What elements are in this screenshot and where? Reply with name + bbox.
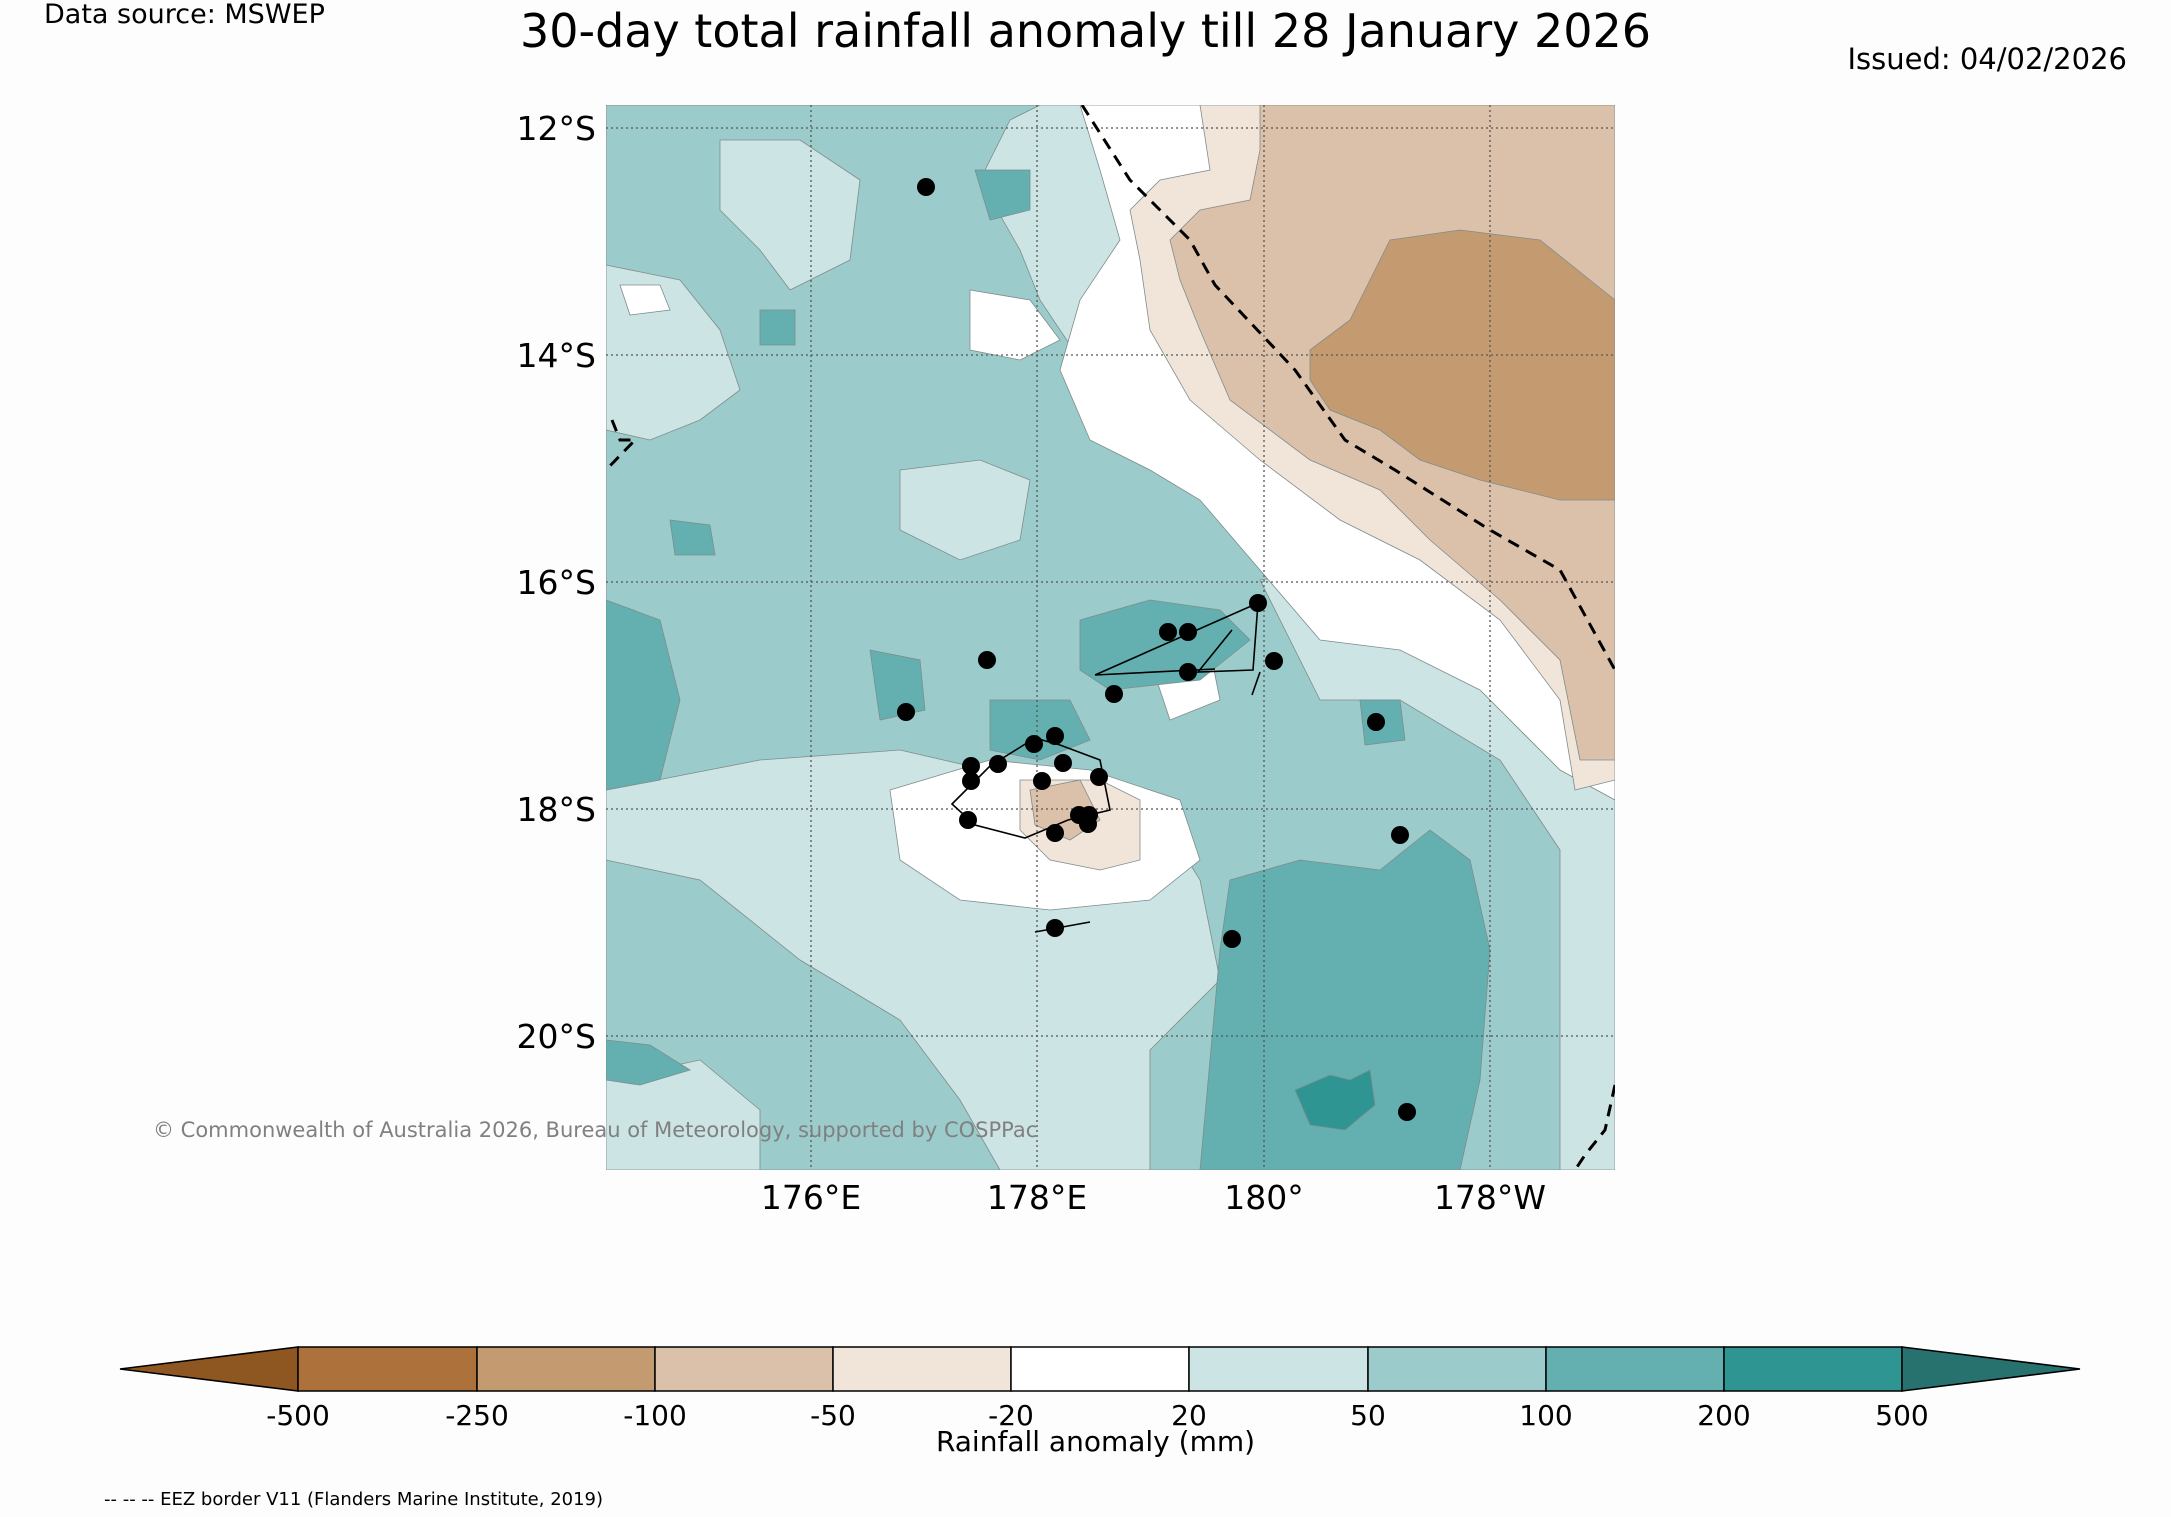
region-teal-westcenter: [989, 699, 1091, 761]
station-dot: [1223, 930, 1241, 948]
station-dot: [959, 811, 977, 829]
station-dot: [1391, 826, 1409, 844]
lon-label-178w: 178°W: [1434, 1178, 1546, 1217]
lon-label-176e: 176°E: [761, 1178, 861, 1217]
eez-border: [606, 105, 1615, 1170]
station-dot: [989, 755, 1007, 773]
station-dot: [1367, 713, 1385, 731]
region-light-southwest: [606, 1059, 761, 1170]
eez-footnote: -- -- -- EEZ border V11 (Flanders Marine…: [104, 1489, 604, 1510]
station-dot: [1179, 663, 1197, 681]
region-light-mid: [899, 459, 1031, 561]
station-dot: [1054, 754, 1072, 772]
copyright-notice: © Commonwealth of Australia 2026, Bureau…: [153, 1118, 1038, 1142]
issued-date: Issued: 04/02/2026: [1847, 42, 2127, 76]
station-dot: [1265, 652, 1283, 670]
lat-label-16s: 16°S: [517, 563, 596, 602]
region-teal-southeast: [1199, 829, 1491, 1170]
station-dot: [962, 772, 980, 790]
station-dot: [962, 757, 980, 775]
station-dot: [1105, 685, 1123, 703]
lat-label-18s: 18°S: [517, 790, 596, 829]
data-source-label: Data source: MSWEP: [44, 0, 325, 30]
station-dot: [1046, 919, 1064, 937]
region-teal-small-3: [759, 309, 796, 346]
station-dot: [1398, 1103, 1416, 1121]
region-white-small-1: [619, 284, 671, 316]
station-dot: [1025, 735, 1043, 753]
lon-label-180: 180°: [1224, 1178, 1304, 1217]
region-teal-center: [1079, 599, 1251, 691]
region-teal-west: [606, 599, 681, 791]
region-teal-small-2: [669, 519, 716, 556]
region-light-north-center: [719, 139, 861, 291]
station-dot: [1079, 815, 1097, 833]
lat-label-14s: 14°S: [517, 336, 596, 375]
station-dot: [1249, 594, 1267, 612]
region-teal-small-1: [869, 649, 926, 721]
station-markers: [897, 178, 1416, 1121]
map-area: [606, 105, 1615, 1170]
lat-label-12s: 12°S: [517, 109, 596, 148]
station-dot: [1046, 727, 1064, 745]
station-dot: [917, 178, 935, 196]
lat-label-20s: 20°S: [517, 1017, 596, 1056]
station-dot: [978, 651, 996, 669]
station-dot: [1046, 824, 1064, 842]
station-dot: [1090, 768, 1108, 786]
region-teal-north: [974, 169, 1031, 221]
lon-label-178e: 178°E: [987, 1178, 1087, 1217]
colorbar-title: Rainfall anomaly (mm): [935, 1425, 1256, 1458]
station-dot: [897, 703, 915, 721]
region-darkteal-south: [1294, 1069, 1376, 1131]
region-white-center-north: [969, 289, 1061, 361]
region-teal-west-south: [606, 1039, 691, 1086]
station-dot: [1033, 772, 1051, 790]
region-brown-east: [1309, 229, 1615, 501]
gridlines: [606, 105, 1615, 1170]
map-title: 30-day total rainfall anomaly till 28 Ja…: [519, 4, 1652, 58]
station-dot: [1159, 623, 1177, 641]
station-dot: [1179, 623, 1197, 641]
